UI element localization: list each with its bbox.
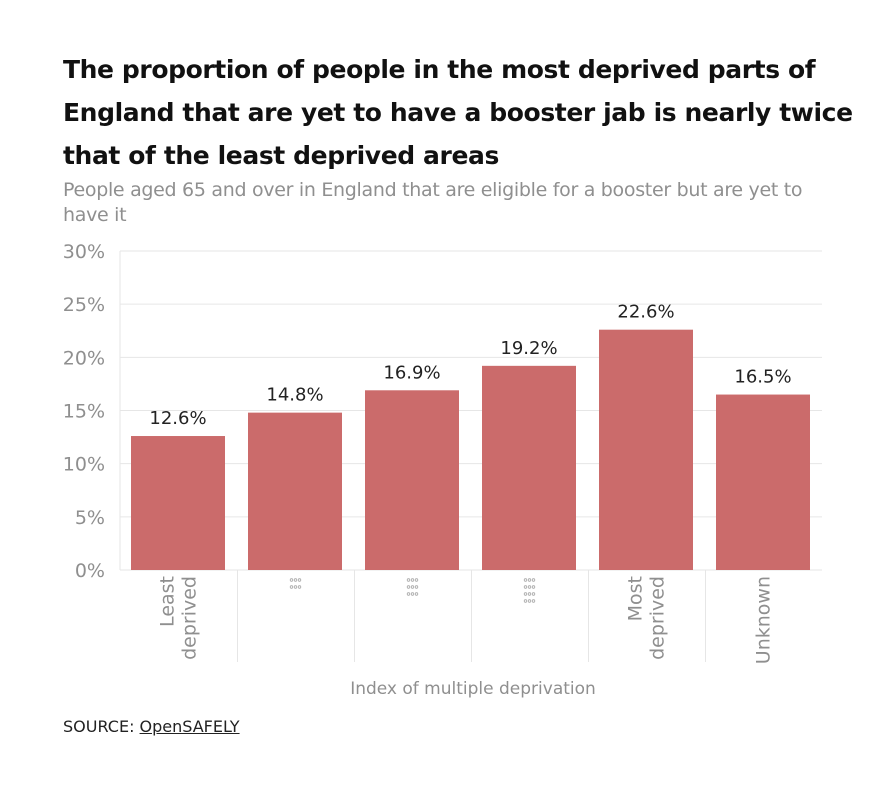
bar-value-label: 14.8% xyxy=(266,385,323,406)
chart-title: The proportion of people in the most dep… xyxy=(63,55,853,170)
x-tick-glyph xyxy=(297,585,302,589)
bar-value-label: 12.6% xyxy=(149,408,206,429)
y-tick-label: 25% xyxy=(63,294,105,316)
source-line: SOURCE: OpenSAFELY xyxy=(63,717,240,736)
y-tick-label: 10% xyxy=(63,454,105,476)
bar-chart: 0%5%10%15%20%25%30%12.6%Least deprived14.… xyxy=(63,241,822,699)
bar xyxy=(599,329,693,570)
x-tick-label: Unknown xyxy=(753,576,775,664)
bar xyxy=(131,436,225,570)
x-tick-glyph xyxy=(527,585,532,589)
bar xyxy=(482,365,576,570)
x-tick-glyph xyxy=(523,578,528,582)
x-tick-label: Most xyxy=(625,576,647,621)
source-label: SOURCE: xyxy=(63,717,140,736)
x-tick-glyph xyxy=(297,578,302,582)
x-tick-glyph xyxy=(410,592,415,596)
bar-value-label: 22.6% xyxy=(617,302,674,323)
y-tick-label: 15% xyxy=(63,401,105,423)
bar-value-label: 16.5% xyxy=(734,367,791,388)
x-tick-glyph xyxy=(523,599,528,603)
y-tick-label: 20% xyxy=(63,347,105,369)
y-tick-label: 30% xyxy=(63,241,105,263)
x-tick-glyph xyxy=(527,592,532,596)
bar xyxy=(248,412,342,570)
x-tick-glyph xyxy=(406,578,411,582)
y-tick-label: 5% xyxy=(75,507,105,529)
x-tick-glyph xyxy=(527,599,532,603)
x-tick-glyph xyxy=(531,578,536,582)
x-tick-glyph xyxy=(410,578,415,582)
x-tick-glyph xyxy=(414,585,419,589)
bar-value-label: 19.2% xyxy=(500,338,557,359)
x-tick-glyph xyxy=(523,592,528,596)
x-tick-glyph xyxy=(531,599,536,603)
x-tick-glyph xyxy=(289,578,294,582)
x-tick-glyph xyxy=(531,585,536,589)
x-tick-label: Least xyxy=(157,576,179,627)
bar xyxy=(365,390,459,570)
bar xyxy=(716,394,810,570)
x-tick-glyph xyxy=(523,585,528,589)
x-tick-label: deprived xyxy=(647,576,669,660)
x-tick-glyph xyxy=(293,585,298,589)
x-tick-glyph xyxy=(406,585,411,589)
source-link[interactable]: OpenSAFELY xyxy=(139,717,240,736)
x-tick-glyph xyxy=(527,578,532,582)
x-tick-label: deprived xyxy=(179,576,201,660)
x-tick-glyph xyxy=(293,578,298,582)
chart-subtitle: People aged 65 and over in England that … xyxy=(63,179,803,226)
x-tick-glyph xyxy=(410,585,415,589)
x-axis-title: Index of multiple deprivation xyxy=(350,679,596,699)
x-tick-glyph xyxy=(414,578,419,582)
x-tick-glyph xyxy=(414,592,419,596)
x-tick-glyph xyxy=(406,592,411,596)
bar-value-label: 16.9% xyxy=(383,362,440,383)
y-tick-label: 0% xyxy=(75,560,105,582)
x-tick-glyph xyxy=(531,592,536,596)
x-tick-glyph xyxy=(289,585,294,589)
